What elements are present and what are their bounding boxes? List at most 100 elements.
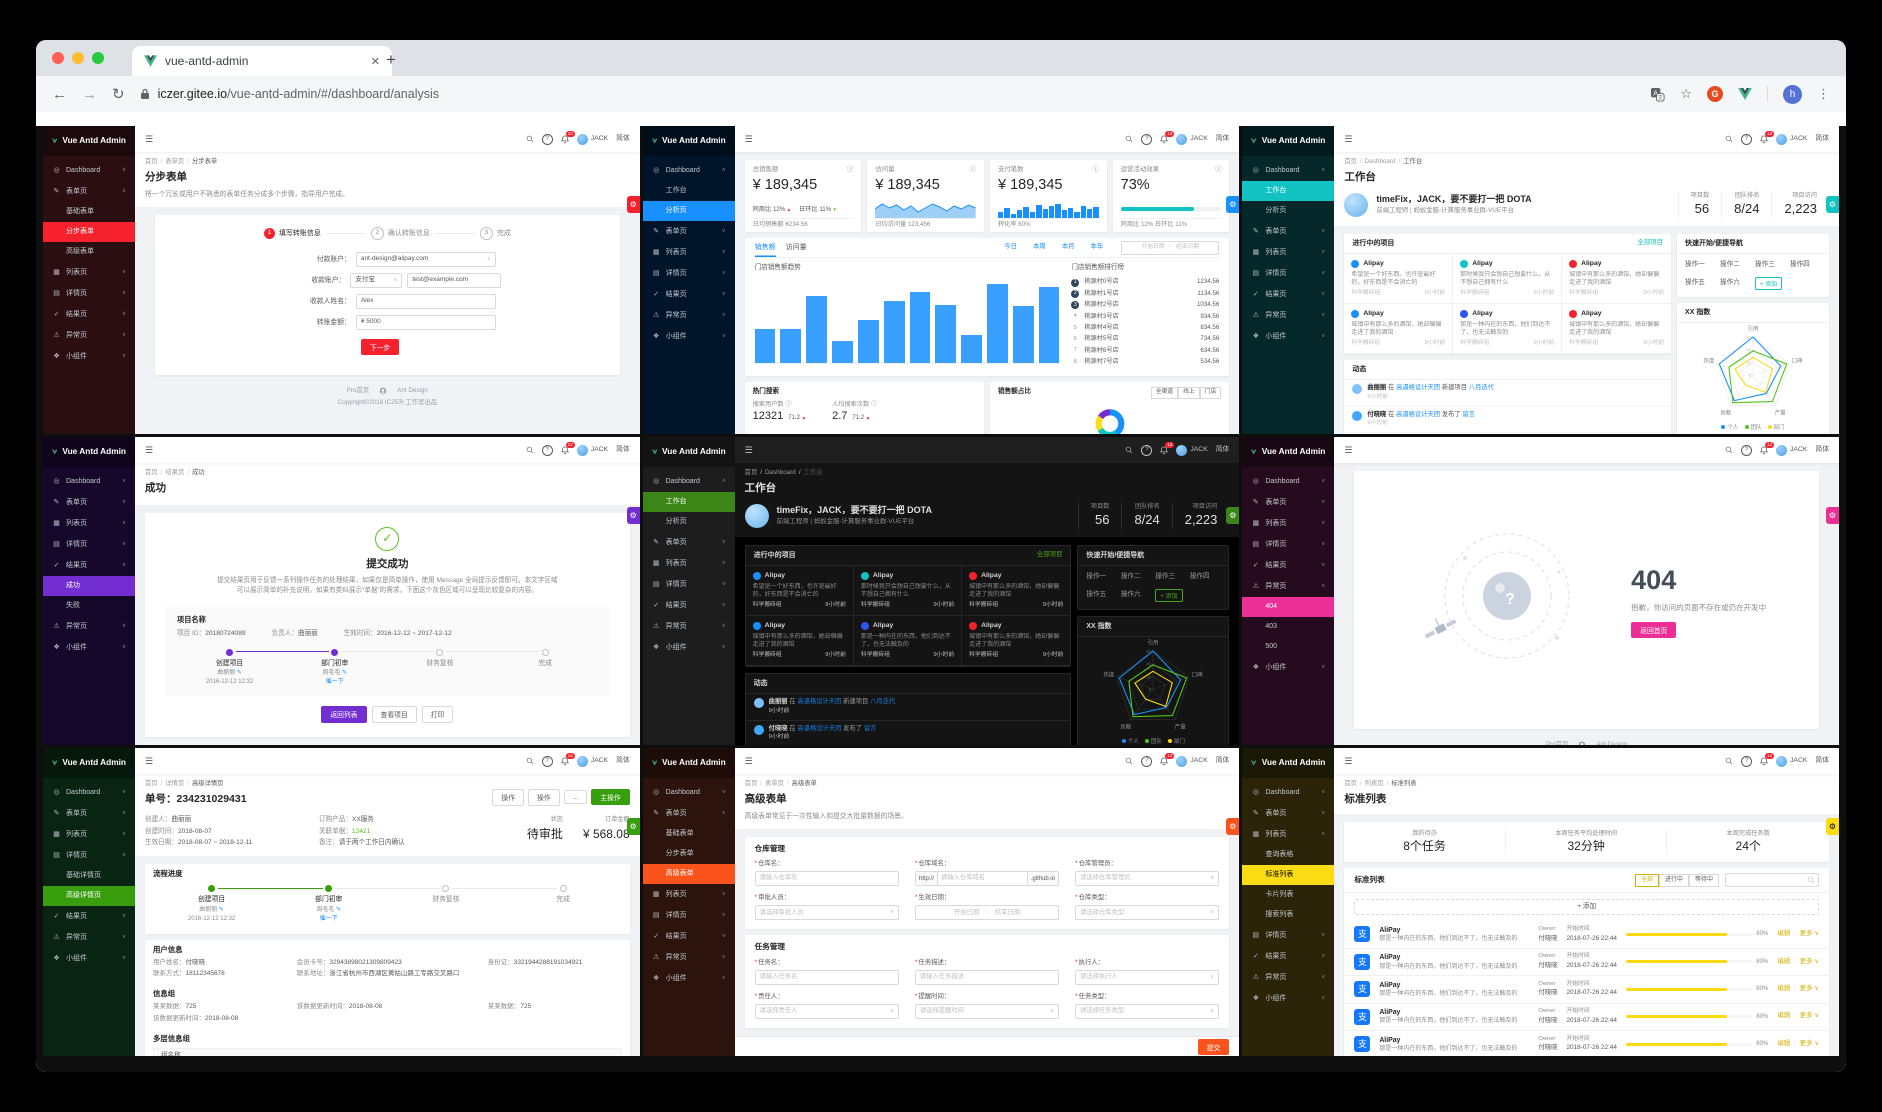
feed-link[interactable]: 高逼格设计天团	[797, 698, 842, 706]
language-switch[interactable]: 简体	[1215, 757, 1230, 765]
quick-op-link[interactable]: 操作六	[1720, 278, 1740, 286]
github-icon[interactable]	[1578, 741, 1586, 745]
project-card[interactable]: Alipay 希望是一个好东西，也许是最好的，好东西是不会消亡的 科学搬砖组 9小时前	[745, 566, 854, 616]
sidebar-subitem[interactable]: 404	[1242, 597, 1335, 617]
sidebar-item[interactable]: ⚠ 异常页 ∨	[43, 927, 135, 948]
edit-link[interactable]: 编辑	[1777, 957, 1791, 965]
sidebar-item[interactable]: ▦ 列表页 ∨	[643, 884, 735, 905]
footer-link-pro[interactable]: Pro首页	[1546, 741, 1569, 745]
quick-op-link[interactable]: 操作一	[1086, 573, 1107, 581]
search-icon[interactable]	[526, 135, 534, 143]
nudge-link[interactable]: 催一下	[319, 915, 338, 922]
sidebar-subitem[interactable]: 卡片列表	[1265, 891, 1294, 899]
sidebar-subitem[interactable]: 高级详情页	[43, 886, 135, 906]
help-icon[interactable]: ?	[1741, 444, 1753, 456]
nudge-link[interactable]: 催一下	[325, 678, 344, 685]
user-menu[interactable]: JACK	[1776, 755, 1807, 767]
sidebar-item[interactable]: ✓ 结果页 ∨	[1242, 946, 1334, 967]
sidebar-item[interactable]: ▤ 详情页 ∨	[43, 534, 135, 555]
project-group-link[interactable]: 科学搬砖组	[860, 602, 890, 609]
range-link[interactable]: 本周	[1032, 243, 1046, 251]
select-field[interactable]: 请选择仓库类型 ∨	[1075, 905, 1220, 921]
sidebar-item[interactable]: ❖ 小组件 ∨	[1242, 326, 1334, 347]
sidebar-item[interactable]: ▦ 列表页 ∧	[1242, 824, 1334, 845]
sidebar-item[interactable]: ▦ 列表页 ∨	[1242, 513, 1334, 534]
sidebar-item[interactable]: ✎ 表单页 ∧	[643, 803, 735, 824]
footer-link-antd[interactable]: Ant Design	[1596, 741, 1628, 745]
sidebar-item[interactable]: ✓ 结果页 ∨	[643, 595, 735, 616]
sidebar-subitem[interactable]: 工作台	[1242, 181, 1335, 201]
quick-op-link[interactable]: 操作二	[1720, 261, 1740, 269]
feed-link[interactable]: 八月迭代	[1468, 384, 1494, 392]
sidebar-item[interactable]: ✎ 表单页 ∨	[643, 532, 735, 553]
sidebar-subitem[interactable]: 基础表单	[66, 208, 94, 216]
collapse-menu-icon[interactable]: ☰	[744, 133, 753, 144]
user-menu[interactable]: JACK	[1176, 444, 1208, 456]
collapse-menu-icon[interactable]: ☰	[744, 755, 753, 766]
more-link[interactable]: 更多 ∨	[1799, 1012, 1819, 1020]
back-to-list-button[interactable]: 返回列表	[321, 705, 367, 723]
sidebar-item[interactable]: ✎ 表单页 ∨	[643, 221, 735, 242]
select-field[interactable]: 请选择任务类型 ∨	[1075, 1003, 1220, 1019]
search-icon[interactable]	[1125, 757, 1133, 765]
select-field[interactable]: 请选择审批人员 ∨	[754, 905, 899, 921]
help-icon[interactable]: ?	[1141, 133, 1153, 145]
theme-settings-button[interactable]: ⚙	[1826, 196, 1839, 213]
quick-op-link[interactable]: 操作五	[1086, 590, 1107, 598]
sidebar-subitem[interactable]: 标准列表	[1242, 865, 1335, 885]
range-link[interactable]: 本年	[1090, 243, 1104, 251]
filter-button[interactable]: 等待中	[1688, 873, 1719, 887]
sidebar-item[interactable]: ◎ Dashboard ∨	[43, 471, 135, 492]
help-icon[interactable]: ?	[1741, 755, 1753, 767]
add-op-button[interactable]: + 添加	[1155, 588, 1183, 602]
quick-op-link[interactable]: 操作三	[1155, 573, 1176, 581]
sidebar-item[interactable]: ✓ 结果页 ∨	[1242, 555, 1334, 576]
project-card[interactable]: Alipay 城镇中有那么多的酒馆，她却偏偏走进了我的酒馆 科学搬砖组 9小时前	[962, 616, 1071, 666]
sidebar-subitem[interactable]: 失败	[66, 602, 80, 610]
breadcrumb-item[interactable]: 首页	[145, 780, 158, 787]
collapse-menu-icon[interactable]: ☰	[145, 133, 154, 144]
breadcrumb-item[interactable]: 结果页	[165, 469, 185, 476]
edit-link[interactable]: 编辑	[1777, 1039, 1791, 1047]
user-menu[interactable]: JACK	[576, 133, 608, 145]
sidebar-item[interactable]: ✓ 结果页 ∨	[1242, 284, 1334, 305]
range-link[interactable]: 今日	[1004, 243, 1017, 251]
primary-action-button[interactable]: 主操作	[591, 789, 630, 805]
quick-op-link[interactable]: 操作三	[1755, 261, 1775, 269]
info-icon[interactable]: ⓘ	[1214, 166, 1222, 173]
sidebar-item[interactable]: ⚠ 异常页 ∨	[1242, 305, 1334, 326]
notifications-icon[interactable]: 12	[560, 441, 575, 455]
theme-settings-button[interactable]: ⚙	[626, 818, 640, 835]
project-card[interactable]: Alipay 城镇中有那么多的酒馆，她却偏偏走进了我的酒馆 科学搬砖组 9小时前	[1562, 304, 1672, 354]
project-group-link[interactable]: 科学搬砖组	[969, 602, 999, 609]
edit-link[interactable]: 编辑	[1777, 1012, 1791, 1020]
sidebar-item[interactable]: ✓ 结果页 ∨	[643, 926, 735, 947]
project-group-link[interactable]: 科学搬砖组	[1351, 290, 1381, 297]
help-icon[interactable]: ?	[1141, 444, 1153, 456]
edit-link[interactable]: 编辑	[1777, 930, 1791, 938]
back-home-button[interactable]: 返回首页	[1631, 622, 1677, 639]
sidebar-item[interactable]: ◎ Dashboard ∧	[643, 160, 735, 181]
collapse-menu-icon[interactable]: ☰	[1344, 444, 1353, 455]
sidebar-subitem[interactable]: 工作台	[642, 492, 735, 512]
info-icon[interactable]: ⓘ	[870, 400, 878, 408]
notifications-icon[interactable]: 12	[1160, 752, 1175, 766]
breadcrumb-item[interactable]: 首页	[145, 469, 158, 476]
collapse-menu-icon[interactable]: ☰	[1344, 755, 1353, 766]
bookmark-star-icon[interactable]: ☆	[1680, 86, 1692, 101]
notifications-icon[interactable]: 12	[1760, 130, 1775, 144]
list-search-input[interactable]	[1725, 873, 1819, 888]
help-icon[interactable]: ?	[1741, 133, 1753, 145]
theme-settings-button[interactable]: ⚙	[1826, 818, 1839, 835]
submit-button[interactable]: 提交	[1197, 1038, 1230, 1055]
info-icon[interactable]: ⓘ	[1092, 166, 1099, 173]
add-op-button[interactable]: + 添加	[1755, 276, 1783, 290]
search-icon[interactable]	[1125, 446, 1133, 454]
sidebar-item[interactable]: ❖ 小组件 ∨	[43, 346, 135, 367]
sidebar-item[interactable]: ◎ Dashboard ∨	[1242, 782, 1334, 803]
project-card[interactable]: Alipay 那是一种内在的东西，他们到达不了，也无法触及的 科学搬砖组 9小时前	[1453, 304, 1563, 354]
info-icon[interactable]: ⓘ	[969, 166, 976, 173]
project-group-link[interactable]: 科学搬砖组	[752, 602, 782, 609]
project-card[interactable]: Alipay 城镇中有那么多的酒馆，她却偏偏走进了我的酒馆 科学搬砖组 9小时前	[1562, 254, 1672, 304]
user-menu[interactable]: JACK	[1776, 444, 1807, 456]
